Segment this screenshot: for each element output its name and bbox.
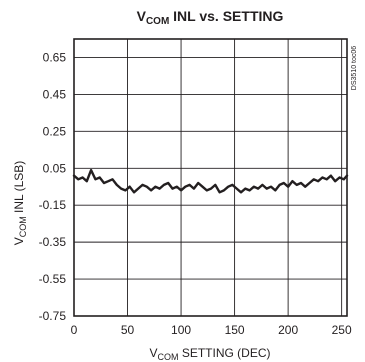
- y-tick-label: 0.05: [43, 161, 67, 175]
- grid: [73, 39, 347, 317]
- x-tick-label: 250: [332, 323, 352, 337]
- x-tick-labels: 0 50 100 150 200 250: [71, 323, 352, 337]
- figure-id: DS3510 toc06: [351, 46, 358, 90]
- y-tick-label: 0.45: [43, 87, 67, 101]
- chart-title: VCOM INL vs. SETTING: [137, 8, 284, 27]
- x-tick-label: 100: [171, 323, 191, 337]
- y-axis-label: VCOM INL (LSB): [12, 161, 28, 246]
- y-tick-label: -0.55: [39, 272, 67, 286]
- y-tick-label: -0.15: [39, 198, 67, 212]
- y-tick-label: 0.25: [43, 124, 67, 138]
- x-tick-label: 200: [278, 323, 298, 337]
- x-tick-label: 50: [121, 323, 135, 337]
- y-tick-labels: 0.65 0.45 0.25 0.05 -0.15 -0.35 -0.55 -0.75: [39, 50, 67, 323]
- plot-frame: [73, 38, 348, 317]
- series-layer: [72, 168, 349, 194]
- x-tick-label: 0: [71, 323, 78, 337]
- x-tick-label: 150: [225, 323, 245, 337]
- y-tick-label: 0.65: [43, 50, 67, 64]
- x-axis-label: VCOM SETTING (DEC): [149, 346, 270, 362]
- series-line: [72, 168, 349, 194]
- y-tick-label: -0.35: [39, 235, 67, 249]
- y-tick-label: -0.75: [39, 309, 67, 323]
